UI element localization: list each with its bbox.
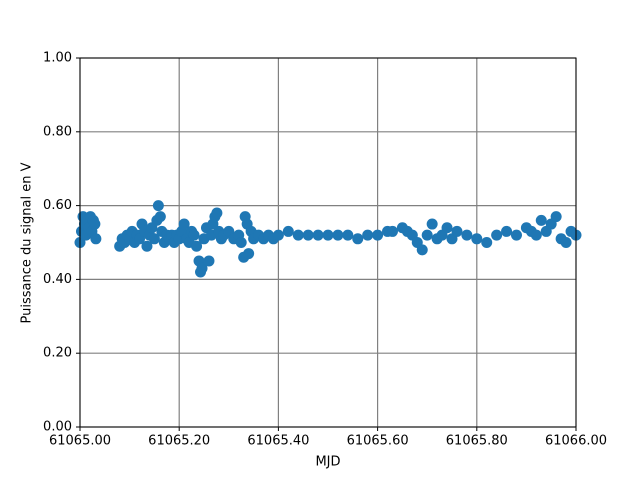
point [441,222,453,234]
point [535,214,547,226]
point [188,229,200,241]
point [292,229,304,241]
point [302,229,314,241]
point [141,240,153,252]
point [416,244,428,256]
point [386,225,398,237]
point [560,237,572,248]
point [342,229,354,241]
point [550,211,562,223]
x-tick-label: 61065.60 [347,434,409,449]
x-tick-label: 61066.00 [545,434,607,449]
point [451,225,463,237]
y-tick-label: 0.80 [43,124,72,139]
point [530,229,542,241]
point [178,218,190,230]
y-tick-label: 0.60 [43,198,72,213]
point [211,207,223,219]
point [372,229,384,241]
point [191,240,203,252]
point [461,229,473,241]
point [272,229,284,241]
point [421,229,433,241]
y-tick-label: 0.40 [43,272,72,287]
point [152,200,164,212]
point [501,225,513,237]
y-tick-label: 1.00 [43,51,72,66]
point [203,255,215,267]
x-tick-label: 61065.00 [49,434,111,449]
point [312,229,324,241]
point [235,237,247,248]
points [74,200,582,278]
point [510,229,522,241]
plot-frame [79,57,577,428]
point [491,229,503,241]
x-tick-label: 61065.80 [446,434,508,449]
y-axis-label: Puissance du signal en V [20,162,35,323]
point [426,218,438,230]
point [362,229,374,241]
y-tick-label: 0.00 [43,420,72,435]
point [282,225,294,237]
point [322,229,334,241]
point [332,229,344,241]
point [148,233,160,245]
point [471,233,483,245]
point [90,233,102,245]
point [154,211,166,223]
point [196,262,208,274]
x-tick-label: 61065.40 [247,434,309,449]
point [352,233,364,245]
point [481,237,493,248]
y-tick-label: 0.20 [43,346,72,361]
x-tick-label: 61065.20 [148,434,210,449]
point [243,248,255,260]
point [89,218,101,230]
x-axis-label: MJD [315,455,340,470]
